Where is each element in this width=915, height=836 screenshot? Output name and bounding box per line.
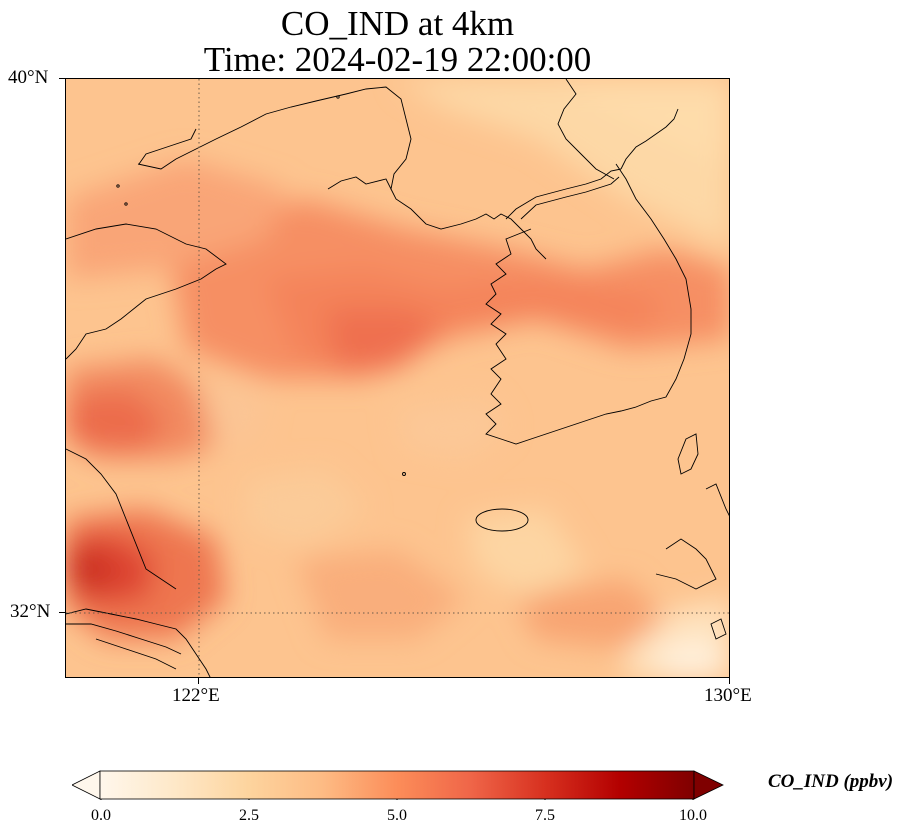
lon-tick-130 [729,678,730,684]
colorbar-extend-min [72,770,101,800]
lat-label-40n: 40°N [8,67,49,88]
colorbar-tick-label: 10.0 [679,807,707,824]
co-concentration-field [66,79,729,677]
lat-tick-32 [59,612,65,613]
plot-title: CO_IND at 4km [280,4,515,43]
colorbar-tick-label: 2.5 [239,807,259,824]
plot-subtitle-time: Time: 2024-02-19 22:00:00 [203,40,592,79]
colorbar-gradient [99,770,695,800]
colorbar-label: CO_IND (ppbv) [768,771,894,792]
lat-tick-40 [59,78,65,79]
colorbar-extend-max [693,770,724,800]
colorbar-tick-label: 7.5 [535,807,555,824]
map-panel [65,78,730,678]
lon-tick-122 [198,678,199,684]
lat-label-32n: 32°N [10,601,51,622]
colorbar-tick-label: 5.0 [387,807,407,824]
colorbar [72,770,724,800]
colorbar-tick-label: 0.0 [91,807,111,824]
lon-label-130e: 130°E [704,685,752,706]
lon-label-122e: 122°E [172,685,220,706]
coastlines [66,79,729,677]
gridlines [66,79,729,677]
